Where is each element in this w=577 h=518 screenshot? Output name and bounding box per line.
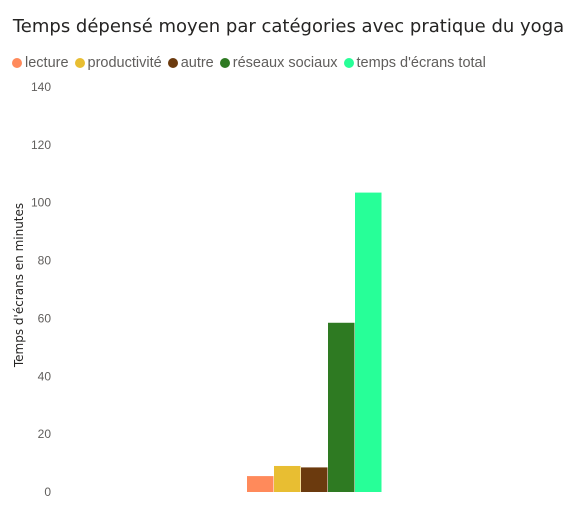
bar-autre[interactable] <box>301 467 328 492</box>
y-axis-ticks: 0 20 40 60 80 100 120 140 <box>31 80 51 499</box>
legend-marker-autre <box>167 58 178 68</box>
y-tick-label: 100 <box>31 196 51 210</box>
legend: lecture productivité autre réseaux socia… <box>12 55 492 71</box>
legend-label-productivite: productivité <box>87 55 162 71</box>
legend-marker-temps-ecrans-total <box>343 58 354 68</box>
legend-label-temps-ecrans-total: temps d'écrans total <box>356 55 486 71</box>
legend-marker-lecture <box>12 58 22 68</box>
y-tick-label: 60 <box>38 311 52 325</box>
legend-item-lecture[interactable]: lecture <box>12 55 69 71</box>
legend-item-reseaux-sociaux[interactable]: réseaux sociaux <box>219 55 338 71</box>
chart-title: Temps dépensé moyen par catégories avec … <box>12 16 565 37</box>
legend-item-temps-ecrans-total[interactable]: temps d'écrans total <box>343 55 486 71</box>
legend-item-autre[interactable]: autre <box>167 55 214 71</box>
bars <box>247 192 382 492</box>
legend-marker-productivite <box>74 58 85 68</box>
y-tick-label: 0 <box>44 485 51 499</box>
y-tick-label: 80 <box>38 254 52 268</box>
bar-productivite[interactable] <box>274 465 301 492</box>
legend-label-reseaux-sociaux: réseaux sociaux <box>232 55 338 71</box>
legend-label-autre: autre <box>180 55 214 71</box>
y-tick-label: 140 <box>31 80 51 94</box>
bar-lecture[interactable] <box>247 476 274 492</box>
y-tick-label: 20 <box>38 427 52 441</box>
legend-item-productivite[interactable]: productivité <box>74 55 162 71</box>
legend-marker-reseaux-sociaux <box>219 58 230 68</box>
bar-reseaux-sociaux[interactable] <box>328 322 355 492</box>
bar-temps-d-ecrans-total[interactable] <box>355 192 382 492</box>
legend-label-lecture: lecture <box>25 55 69 71</box>
y-tick-label: 40 <box>38 369 52 383</box>
y-tick-label: 120 <box>31 138 51 152</box>
